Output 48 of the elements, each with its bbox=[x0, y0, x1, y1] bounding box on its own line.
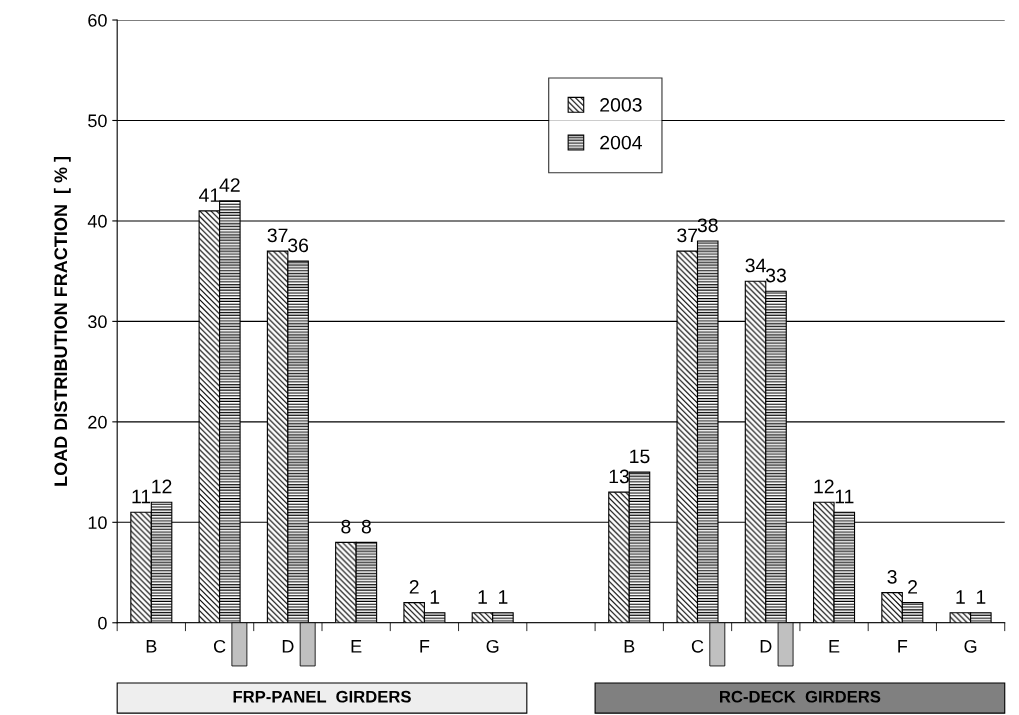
text: FRP-PANEL GIRDERS bbox=[233, 690, 411, 703]
data-label: 34 bbox=[745, 258, 766, 273]
x-tick-label: B bbox=[624, 640, 635, 653]
data-label: 1 bbox=[478, 590, 487, 604]
x-tick-label: F bbox=[420, 640, 430, 653]
x-tick-label: G bbox=[964, 639, 977, 653]
data-label: 8 bbox=[361, 519, 371, 534]
data-label: 2 bbox=[908, 580, 917, 594]
y-tick-label: 60 bbox=[88, 13, 107, 27]
data-label: 33 bbox=[765, 268, 786, 283]
y-tick-label: 50 bbox=[88, 114, 107, 128]
y-tick-label: 10 bbox=[88, 516, 107, 530]
legend-label: 2003 bbox=[600, 98, 642, 112]
x-tick-label: F bbox=[898, 640, 908, 653]
data-label: 1 bbox=[956, 590, 965, 604]
y-axis-title: LOAD DISTRIBUTION FRACTION [ % ] bbox=[53, 156, 71, 486]
text: RC-DECK GIRDERS bbox=[720, 690, 881, 703]
x-tick-label: C bbox=[691, 639, 704, 653]
data-label: 8 bbox=[341, 519, 351, 534]
data-label: 41 bbox=[198, 188, 220, 202]
data-label: 13 bbox=[609, 469, 629, 484]
data-label: 1 bbox=[499, 590, 508, 604]
x-tick-label: B bbox=[146, 640, 157, 653]
data-label: 38 bbox=[697, 218, 718, 233]
y-tick-label: 30 bbox=[88, 315, 107, 329]
data-label: 11 bbox=[132, 489, 151, 504]
x-tick-label: D bbox=[282, 640, 294, 653]
data-label: 37 bbox=[677, 228, 698, 243]
data-label: 36 bbox=[288, 238, 309, 253]
data-label: 2 bbox=[409, 580, 419, 594]
data-label: 1 bbox=[430, 590, 440, 604]
x-tick-label: E bbox=[351, 640, 362, 653]
x-tick-label: D bbox=[760, 640, 772, 653]
x-tick-label: E bbox=[829, 640, 840, 653]
data-label: 42 bbox=[219, 178, 240, 192]
legend-label: 2004 bbox=[600, 135, 642, 150]
x-tick-label: G bbox=[486, 639, 499, 653]
data-label: 12 bbox=[152, 479, 172, 494]
y-tick-label: 0 bbox=[98, 616, 107, 630]
y-tick-label: 40 bbox=[87, 214, 107, 228]
data-label: 11 bbox=[835, 489, 854, 504]
data-label: 3 bbox=[887, 569, 897, 584]
data-label: 1 bbox=[976, 590, 986, 604]
y-tick-label: 20 bbox=[88, 415, 107, 429]
data-label: 15 bbox=[630, 449, 650, 464]
data-label: 12 bbox=[814, 479, 834, 494]
x-tick-label: C bbox=[213, 639, 226, 653]
data-label: 37 bbox=[267, 228, 288, 243]
